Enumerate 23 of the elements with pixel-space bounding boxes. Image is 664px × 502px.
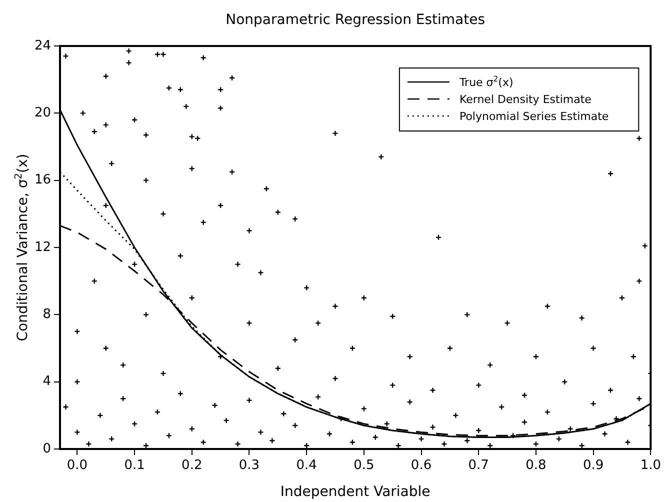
- x-tick-label: 0.0: [66, 458, 88, 474]
- y-tick-label: 8: [42, 307, 51, 322]
- x-tick-label: 0.1: [124, 458, 145, 474]
- x-axis-title: Independent Variable: [280, 484, 430, 500]
- legend-label: Kernel Density Estimate: [459, 93, 592, 106]
- x-tick-label: 0.7: [468, 458, 489, 474]
- x-tick-label: 0.8: [526, 458, 546, 474]
- x-tick-label: 0.4: [296, 458, 317, 474]
- x-tick-label: 0.9: [582, 458, 604, 474]
- y-tick-label: 4: [42, 374, 51, 390]
- x-tick-label: 0.3: [238, 458, 260, 474]
- legend-label: Polynomial Series Estimate: [459, 110, 609, 123]
- y-tick-label: 16: [34, 172, 51, 188]
- y-tick-label: 12: [34, 240, 51, 255]
- y-tick-label: 20: [34, 106, 51, 121]
- y-axis-title: Conditional Variance, σ2(x): [13, 154, 31, 342]
- y-tick-label: 0: [42, 441, 51, 456]
- chart-title: Nonparametric Regression Estimates: [226, 12, 486, 28]
- x-tick-label: 0.5: [354, 458, 374, 474]
- y-tick-label: 24: [34, 38, 51, 54]
- x-tick-label: 0.6: [410, 458, 432, 474]
- x-tick-label: 1.0: [640, 458, 662, 474]
- x-tick-label: 0.2: [182, 458, 202, 474]
